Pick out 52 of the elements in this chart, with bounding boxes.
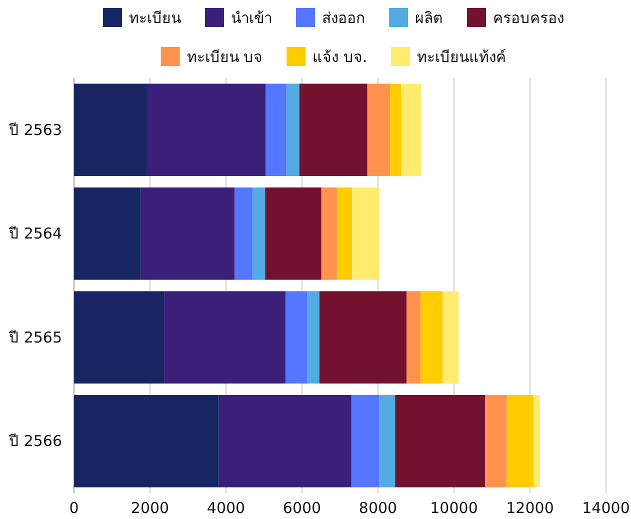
x-tick-label: 10000 [430, 499, 478, 517]
y-tick-label: ปี 2563 [8, 120, 62, 139]
bar [442, 291, 459, 384]
legend-label: ทะเบียนแท้งค์ [417, 48, 506, 66]
legend-label: ผลิต [415, 9, 443, 27]
x-tick-label: 6000 [282, 499, 322, 517]
legend-label: ทะเบียน บจ [186, 48, 263, 66]
bar [234, 187, 253, 280]
bar [164, 291, 286, 384]
bar [401, 84, 422, 176]
bar [286, 291, 308, 384]
legend-label: นำเข้า [231, 9, 272, 27]
x-tick-label: 0 [69, 499, 79, 517]
bar [390, 84, 402, 176]
bar [336, 187, 352, 280]
bar [266, 84, 286, 176]
x-tick-label: 2000 [130, 499, 170, 517]
bar [140, 187, 235, 280]
bar [146, 84, 266, 176]
x-tick-label: 8000 [358, 499, 398, 517]
y-tick-label: ปี 2566 [8, 432, 62, 450]
bar [352, 187, 380, 280]
y-tick-label: ปี 2565 [8, 328, 62, 346]
bar [351, 394, 380, 488]
x-tick-label: 14000 [582, 499, 630, 517]
bar [74, 394, 219, 488]
legend-label: แจ้ง บจ. [312, 48, 368, 66]
legend-label: ครอบครอง [493, 9, 564, 27]
bar [420, 291, 443, 384]
bar [395, 394, 486, 488]
bar [74, 84, 147, 176]
legend-label: ส่งออก [322, 9, 365, 27]
legend-label: ทะเบียน [129, 9, 181, 27]
bar [319, 291, 406, 384]
bar [265, 187, 322, 280]
bar [252, 187, 266, 280]
bar [74, 187, 141, 280]
bar [506, 394, 534, 488]
bar [367, 84, 390, 176]
bar [286, 84, 300, 176]
bar [406, 291, 421, 384]
y-tick-label: ปี 2564 [8, 224, 62, 243]
bar [74, 291, 164, 384]
bar [218, 394, 352, 488]
bar [485, 394, 507, 488]
bar [321, 187, 337, 280]
x-tick-label: 12000 [506, 499, 554, 517]
bar [379, 394, 396, 488]
bar [307, 291, 320, 384]
bar [299, 84, 368, 176]
bar [534, 394, 540, 488]
x-tick-label: 4000 [206, 499, 246, 517]
